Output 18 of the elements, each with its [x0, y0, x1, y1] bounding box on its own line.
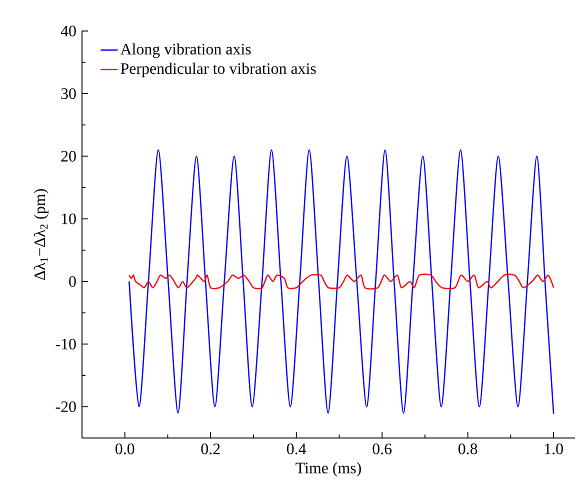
x-tick-label: 0.0	[116, 444, 134, 454]
legend-label: Perpendicular to vibration axis	[120, 62, 316, 78]
x-tick-label: 0.6	[372, 444, 392, 454]
legend-label: Along vibration axis	[120, 43, 251, 58]
y-tick-label: 10	[62, 213, 76, 224]
y-tick-label: 30	[61, 88, 76, 99]
y-tick-label: -20	[56, 401, 76, 412]
y-tick-label: 40	[60, 26, 76, 36]
x-tick-label: 0.2	[201, 444, 220, 454]
line-series	[128, 149, 554, 414]
y-tick-label: 20	[61, 150, 76, 162]
x-tick-label: 1.0	[545, 444, 563, 454]
y-tick-label: -10	[56, 338, 76, 350]
x-tick-label: 0.4	[286, 444, 306, 454]
y-axis-title: Δλ$_{1}$−Δλ$_{2}$ (pm)	[34, 189, 48, 280]
x-axis-title: Time (ms)	[296, 462, 361, 477]
y-tick-label: 0	[69, 276, 76, 287]
x-tick-label: 0.8	[458, 444, 478, 454]
